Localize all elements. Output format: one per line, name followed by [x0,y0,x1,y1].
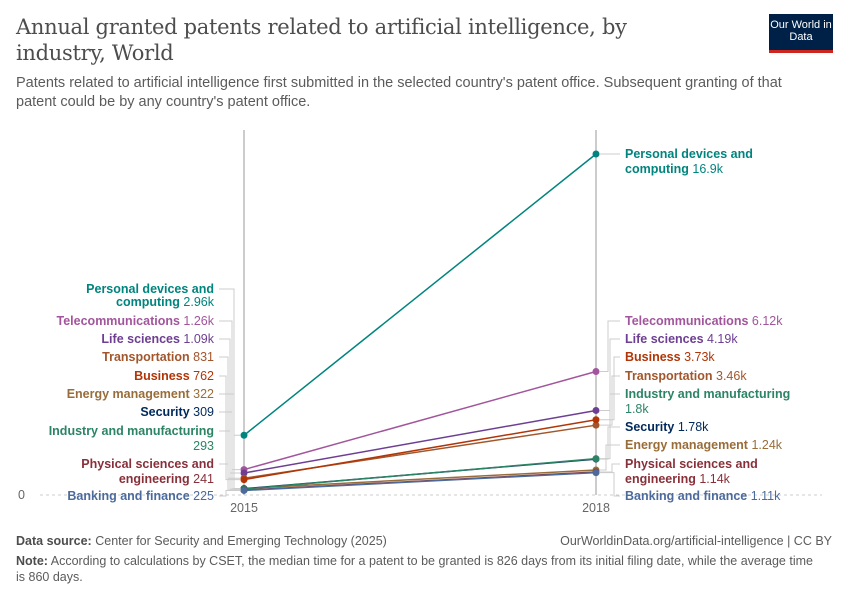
series-value: 225 [190,489,214,503]
series-value: 1.24k [748,438,783,452]
series-line [244,470,596,489]
series-name: Banking and finance [625,489,747,503]
series-name: Telecommunications [625,314,748,328]
series-name: Physical sciences and [625,457,758,471]
series-label: Telecommunications 6.12k [625,314,783,328]
series-label: engineering 1.14k [625,472,731,486]
series-name: Transportation [625,369,713,383]
label-connector [600,394,620,459]
series-label: Personal devices and [625,147,753,161]
series-name: Business [134,369,190,383]
series-name: Life sciences [101,332,180,346]
series-label: engineering 241 [119,472,214,486]
data-point-2015 [241,476,248,483]
series-value: 1.14k [696,472,731,486]
series-value: 2.96k [180,295,215,309]
series-label: Security 309 [140,405,214,419]
series-value: 16.9k [689,162,724,176]
series-label: Energy management 1.24k [625,438,783,452]
series-label: Security 1.78k [625,420,709,434]
series-name: Personal devices and [625,147,753,161]
series-name: Security [140,405,189,419]
series-name: Telecommunications [57,314,180,328]
series-name: Personal devices and [86,282,214,296]
series-value: 309 [190,405,214,419]
series-value: 6.12k [748,314,783,328]
series-label: computing 16.9k [625,162,724,176]
series-value: 3.46k [713,369,748,383]
label-connector [600,464,620,472]
series-name: Industry and manufacturing [49,424,214,438]
series-label: Business 762 [134,369,214,383]
x-tick-label: 2015 [230,501,258,515]
series-name: Physical sciences and [81,457,214,471]
series-name: computing [625,162,689,176]
source-url[interactable]: OurWorldinData.org/artificial-intelligen… [560,533,832,549]
series-label: Life sciences 4.19k [625,332,738,346]
series-label: Life sciences 1.09k [101,332,214,346]
series-name: Life sciences [625,332,704,346]
series-value: 293 [193,439,214,453]
note-label: Note: [16,554,48,568]
series-line [244,473,596,491]
series-line [244,420,596,480]
series-value: 1.26k [180,314,215,328]
series-value: 241 [190,472,214,486]
series-name: Industry and manufacturing [625,387,790,401]
series-label: Telecommunications 1.26k [57,314,215,328]
series-label: Banking and finance 1.11k [625,489,781,503]
series-name: computing [116,295,180,309]
series-name: Energy management [625,438,749,452]
series-value: 1.8k [625,402,649,416]
series-value: 4.19k [704,332,739,346]
series-line [244,154,596,435]
data-point-2015 [241,432,248,439]
y-tick-label: 0 [18,488,25,502]
series-label: Transportation 3.46k [625,369,747,383]
series-label: 1.8k [625,402,649,416]
series-name: Transportation [102,350,190,364]
data-point-2018 [593,407,600,414]
series-label: computing 2.96k [116,295,215,309]
series-value: 322 [190,387,214,401]
data-point-2018 [593,416,600,423]
series-name: engineering [119,472,190,486]
series-name: Security [625,420,674,434]
x-tick-label: 2018 [582,501,610,515]
series-label: Industry and manufacturing [625,387,790,401]
data-source: Data source: Center for Security and Eme… [16,533,387,549]
series-label: 293 [193,439,214,453]
series-label: Physical sciences and [81,457,214,471]
series-label: Business 3.73k [625,350,715,364]
label-connector [600,473,620,496]
data-point-2015 [241,487,248,494]
series-name: engineering [625,472,696,486]
series-label: Banking and finance 225 [67,489,214,503]
series-value: 3.73k [681,350,716,364]
series-label: Physical sciences and [625,457,758,471]
series-value: 831 [190,350,214,364]
series-label: Transportation 831 [102,350,214,364]
series-label: Energy management 322 [67,387,214,401]
series-value: 762 [190,369,214,383]
series-label: Industry and manufacturing [49,424,214,438]
series-name: Business [625,350,681,364]
series-name: Energy management [67,387,191,401]
label-connector [219,431,240,489]
note-text: According to calculations by CSET, the m… [16,554,813,584]
data-point-2018 [593,368,600,375]
series-value: 1.11k [747,489,781,503]
series-label: Personal devices and [86,282,214,296]
source-label: Data source: [16,534,92,548]
series-value: 1.09k [180,332,215,346]
data-point-2018 [593,455,600,462]
series-value: 1.78k [674,420,709,434]
series-name: Banking and finance [67,489,189,503]
source-text: Center for Security and Emerging Technol… [95,534,387,548]
note: Note: According to calculations by CSET,… [16,553,816,585]
data-point-2018 [593,151,600,158]
data-point-2018 [593,469,600,476]
